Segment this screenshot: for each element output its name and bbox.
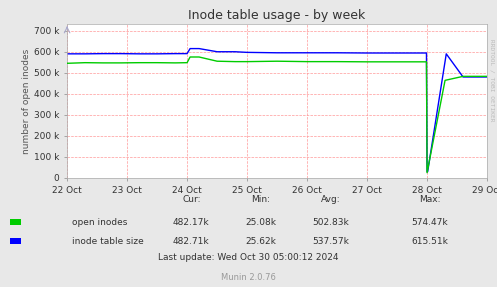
Text: 482.17k: 482.17k — [173, 218, 210, 227]
Text: inode table size: inode table size — [72, 236, 144, 246]
Text: Munin 2.0.76: Munin 2.0.76 — [221, 273, 276, 282]
Text: Cur:: Cur: — [182, 195, 201, 204]
Text: Min:: Min: — [251, 195, 270, 204]
Y-axis label: number of open inodes: number of open inodes — [22, 49, 31, 154]
Text: Last update: Wed Oct 30 05:00:12 2024: Last update: Wed Oct 30 05:00:12 2024 — [158, 253, 339, 262]
Text: 574.47k: 574.47k — [412, 218, 448, 227]
Text: 537.57k: 537.57k — [312, 236, 349, 246]
Text: open inodes: open inodes — [72, 218, 127, 227]
Text: RRDTOOL / TOBI OETIKER: RRDTOOL / TOBI OETIKER — [490, 39, 495, 122]
Text: Max:: Max: — [419, 195, 441, 204]
Text: 502.83k: 502.83k — [312, 218, 349, 227]
Text: Avg:: Avg: — [321, 195, 340, 204]
Text: 615.51k: 615.51k — [412, 236, 448, 246]
Text: 25.08k: 25.08k — [246, 218, 276, 227]
Text: 482.71k: 482.71k — [173, 236, 210, 246]
Title: Inode table usage - by week: Inode table usage - by week — [188, 9, 366, 22]
Text: 25.62k: 25.62k — [246, 236, 276, 246]
